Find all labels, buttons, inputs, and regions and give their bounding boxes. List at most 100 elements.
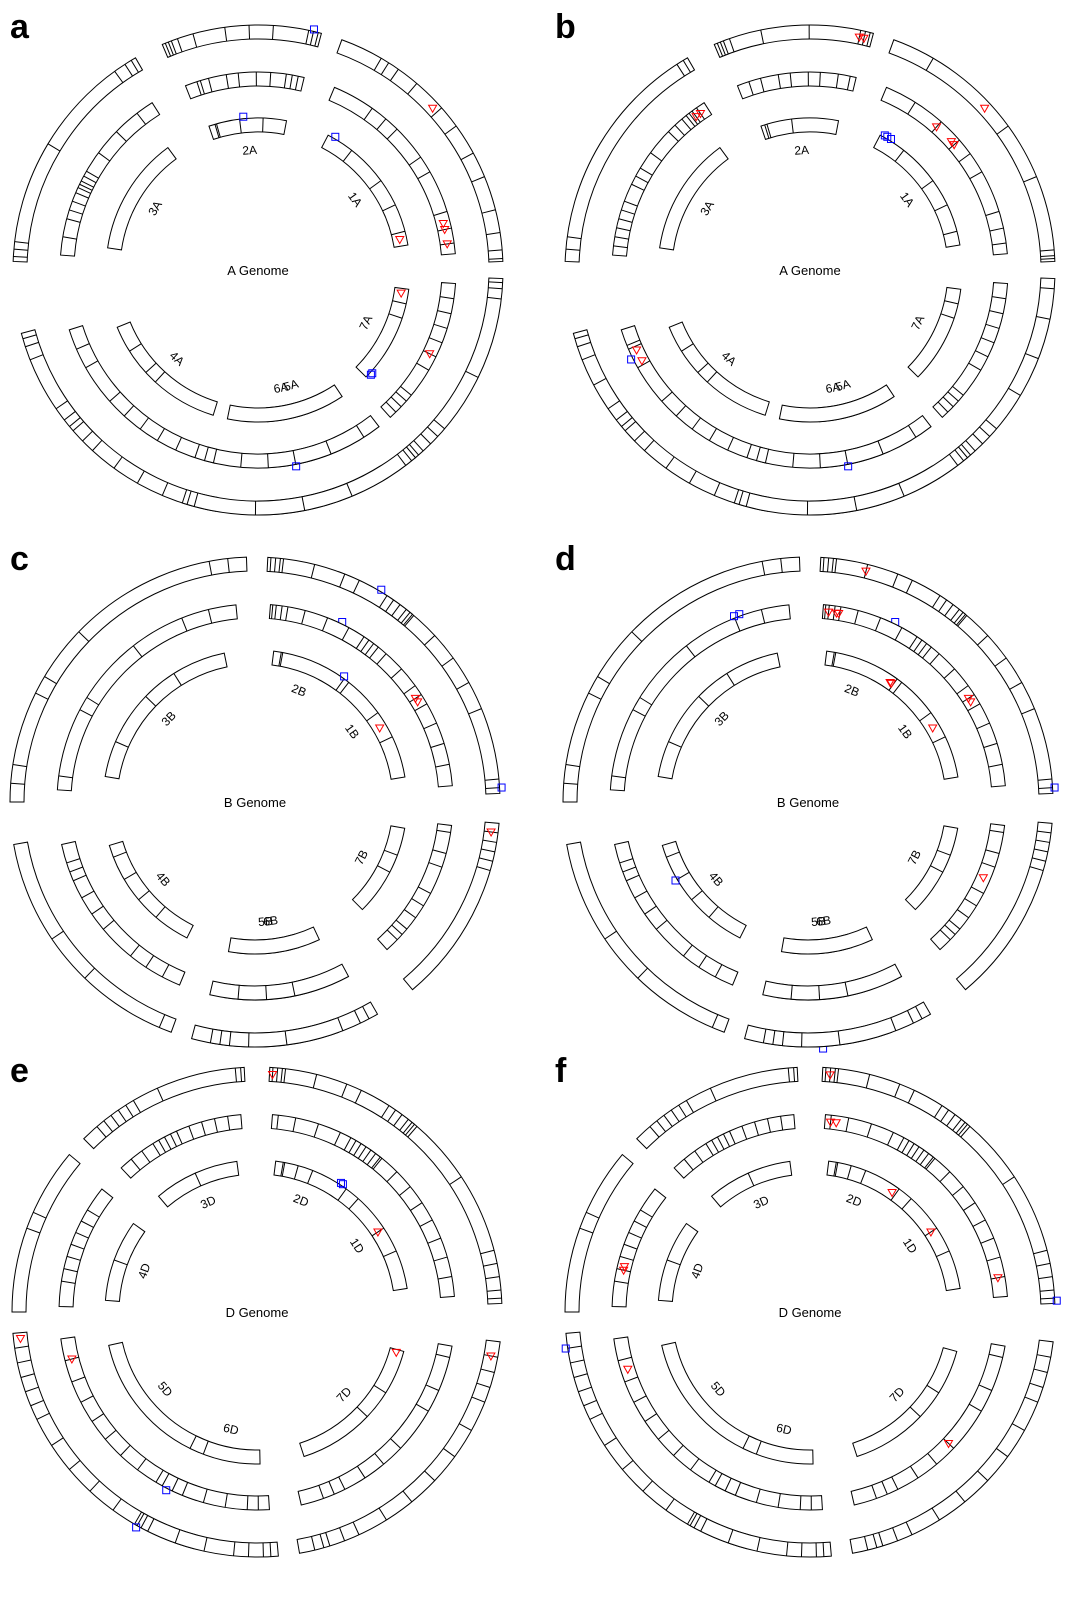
- chromosome-3D: 3D: [637, 1067, 798, 1212]
- chromosome-6A: 6A: [182, 380, 415, 515]
- chromosome-label: 6B: [815, 913, 831, 929]
- genome-title: A Genome: [779, 263, 840, 278]
- chromosome-ring-segment: [59, 1189, 113, 1307]
- chromosome-ring-segment: [853, 1348, 957, 1457]
- chromosome-ring-segment: [228, 927, 319, 954]
- chromosome-ring-segment: [763, 964, 902, 1000]
- chromosome-ring-segment: [337, 40, 503, 262]
- chromosome-7B: 7B: [905, 822, 1052, 990]
- genome-title: D Genome: [226, 1305, 289, 1320]
- chromosome-label: 6D: [775, 1421, 793, 1438]
- chromosome-label: 1B: [342, 721, 362, 741]
- chromosome-label: 2D: [844, 1191, 864, 1210]
- chromosome-1D: 1D: [883, 1090, 1060, 1304]
- chromosome-label: 3A: [697, 198, 717, 218]
- chromosome-label: 6A: [272, 380, 289, 397]
- chromosome-ring-segment: [190, 1436, 260, 1464]
- chromosome-ring-segment: [908, 1090, 1055, 1304]
- chromosome-ring-segment: [566, 1332, 750, 1549]
- chromosome-2A: 2A: [162, 25, 321, 158]
- chromosome-label: 1D: [900, 1236, 920, 1257]
- chromosome-ring-segment: [889, 40, 1055, 262]
- chromosome-ring-segment: [662, 841, 746, 937]
- chromosome-ring-segment: [192, 1002, 378, 1047]
- panel-label: d: [555, 540, 576, 578]
- chromosome-label: 2A: [794, 143, 810, 158]
- chromosome-label: 2A: [242, 143, 258, 158]
- chromosome-5D: 5D: [562, 1332, 757, 1549]
- chromosome-label: 6B: [262, 913, 278, 929]
- chromosome-ring-segment: [825, 651, 897, 690]
- chromosome-ring-segment: [334, 572, 500, 794]
- genome-title: B Genome: [777, 795, 839, 810]
- chromosome-label: 7B: [352, 848, 371, 867]
- chromosome-ring-segment: [745, 1002, 931, 1047]
- chromosome-ring-segment: [688, 1512, 832, 1557]
- chromosome-label: 1A: [897, 189, 917, 209]
- chromosome-label: 7D: [334, 1384, 355, 1405]
- chromosome-6B: 6B: [192, 913, 378, 1047]
- chromosome-1A: 1A: [322, 40, 503, 262]
- panel-c: cB Genome1B2B3B4B5B6B7B: [10, 540, 505, 1047]
- chromosome-label: 5D: [155, 1379, 176, 1400]
- chromosome-3A: 3A: [13, 58, 176, 262]
- chromosome-7D: 7D: [297, 1340, 500, 1553]
- marker-band: [1041, 259, 1055, 260]
- marker-band: [800, 1496, 801, 1510]
- panel-label: c: [10, 540, 29, 578]
- panel-e: eD Genome1D2D3D4D5D6D7D: [10, 1052, 502, 1557]
- chromosome-ring-segment: [887, 572, 1053, 794]
- chromosome-2D: 2D: [269, 1067, 415, 1209]
- chromosome-ring-segment: [109, 1342, 204, 1452]
- panel-label: a: [10, 8, 30, 46]
- chromosome-ring-segment: [162, 25, 321, 57]
- chromosome-label: 1A: [345, 189, 365, 209]
- chromosome-ring-segment: [322, 135, 408, 247]
- panel-label: e: [10, 1052, 29, 1090]
- chromosome-label: 4B: [153, 869, 173, 889]
- chromosome-ring-segment: [781, 927, 872, 954]
- chromosome-3D: 3D: [84, 1067, 245, 1212]
- chromosome-4A: 4A: [573, 322, 770, 511]
- chromosome-label: 2D: [291, 1191, 311, 1210]
- marker-band: [247, 1496, 248, 1510]
- chromosome-label: 1B: [895, 721, 915, 741]
- chromosome-5D: 5D: [13, 1332, 204, 1549]
- chromosome-ring-segment: [330, 1183, 407, 1291]
- chromosome-ring-segment: [117, 322, 217, 415]
- panel-a: aA Genome1A2A3A4A5A6A7A: [10, 8, 503, 515]
- chromosome-ring-segment: [204, 416, 379, 468]
- chromosome-2A: 2A: [714, 25, 873, 158]
- chromosome-4D: 4D: [565, 1155, 707, 1312]
- chromosome-ring-segment: [743, 1436, 813, 1464]
- chromosome-ring-segment: [355, 1090, 502, 1304]
- chromosome-4A: 4A: [21, 322, 218, 511]
- chromosome-ring-segment: [356, 287, 409, 376]
- chromosome-ring-segment: [761, 118, 839, 139]
- chromosome-7A: 7A: [356, 278, 503, 458]
- chromosome-ring-segment: [908, 287, 961, 376]
- chromosome-ring-segment: [660, 148, 729, 250]
- chromosome-ring-segment: [10, 557, 247, 802]
- chromosome-ring-segment: [21, 330, 218, 511]
- chromosome-ring-segment: [209, 118, 287, 139]
- chromosome-6D: 6D: [688, 1421, 832, 1557]
- chromosome-7A: 7A: [908, 278, 1055, 458]
- chromosome-6B: 6B: [745, 913, 931, 1047]
- chromosome-label: 1D: [347, 1236, 367, 1257]
- chromosome-ring-segment: [662, 1342, 757, 1452]
- chromosome-ring-segment: [108, 148, 177, 250]
- chromosome-label: 7A: [908, 313, 927, 332]
- chromosome-ring-segment: [14, 842, 176, 1032]
- chromosome-label: 2B: [843, 681, 862, 699]
- panel-d: dB Genome1B2B3B4B5B6B7B: [555, 540, 1058, 1052]
- chromosome-label: 3B: [712, 708, 732, 728]
- chromosome-ring-segment: [883, 1183, 960, 1291]
- chromosome-ring-segment: [13, 1332, 197, 1549]
- chromosome-ring-segment: [352, 826, 404, 910]
- chromosome-1B: 1B: [319, 572, 505, 794]
- chromosome-4B: 4B: [14, 841, 193, 1032]
- chromosome-1D: 1D: [330, 1090, 502, 1304]
